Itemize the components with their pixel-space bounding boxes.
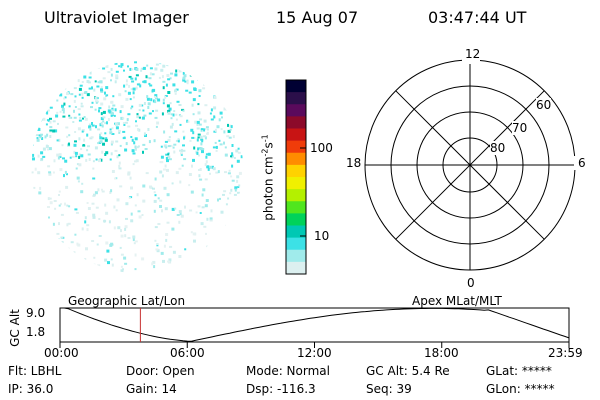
y-tick-9: 9.0 [26, 306, 46, 320]
status-gain: Gain: 14 [126, 382, 177, 396]
polar-label-18: 18 [346, 156, 362, 170]
x-tick-0000: 00:00 [44, 346, 79, 360]
gc-alt-axis-label: GC Alt [7, 309, 22, 347]
colorbar [285, 79, 307, 275]
date-label: 15 Aug 07 [276, 8, 359, 27]
status-glon: GLon: ***** [486, 382, 555, 396]
polar-grid [342, 50, 586, 287]
apex-label: Apex MLat/MLT [412, 294, 502, 308]
colorbar-tick-10: 10 [314, 229, 330, 243]
y-tick-1-8: 1.8 [26, 325, 46, 339]
polar-label-6: 6 [578, 156, 586, 170]
x-tick-0600: 06:00 [170, 346, 205, 360]
uv-image-disk [31, 61, 243, 273]
status-gc-alt: GC Alt: 5.4 Re [366, 364, 450, 378]
polar-label-0: 0 [467, 276, 475, 290]
status-mode: Mode: Normal [246, 364, 330, 378]
status-ip: IP: 36.0 [8, 382, 54, 396]
geographic-label: Geographic Lat/Lon [68, 294, 186, 308]
time-label: 03:47:44 UT [428, 8, 527, 27]
polar-label-12: 12 [465, 47, 481, 61]
polar-ring-70: 70 [512, 121, 528, 135]
colorbar-tick-100: 100 [310, 141, 333, 155]
app-title: Ultraviolet Imager [44, 8, 189, 27]
status-glat: GLat: ***** [486, 364, 552, 378]
x-tick-2359: 23:59 [548, 346, 583, 360]
polar-ring-80: 80 [490, 141, 506, 155]
status-seq: Seq: 39 [366, 382, 412, 396]
status-dsp: Dsp: -116.3 [246, 382, 316, 396]
status-door: Door: Open [126, 364, 195, 378]
polar-ring-60: 60 [536, 98, 552, 112]
x-tick-1200: 12:00 [297, 346, 332, 360]
x-tick-1800: 18:00 [424, 346, 459, 360]
gc-alt-timeline [59, 307, 570, 348]
status-filter: Flt: LBHL [8, 364, 62, 378]
colorbar-unit: photon cm-2s-1 [260, 134, 276, 221]
